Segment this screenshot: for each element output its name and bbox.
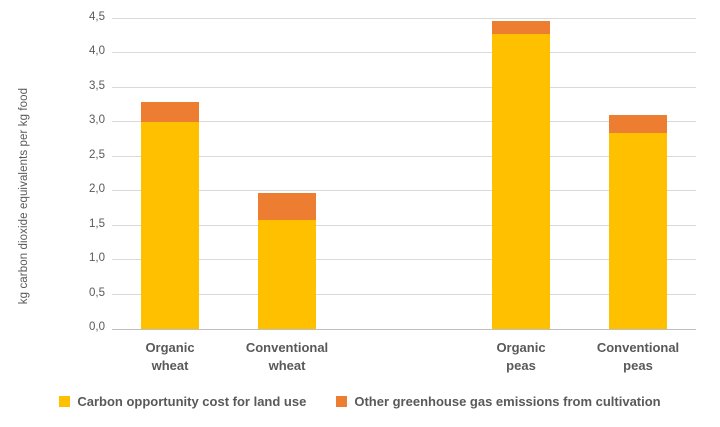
legend-swatch-yellow-icon — [59, 396, 71, 407]
gridline — [112, 52, 696, 54]
y-tick-label: 3,0 — [89, 114, 105, 127]
gridline — [112, 155, 696, 157]
legend-item-cultivation: Other greenhouse gas emissions from cult… — [336, 394, 661, 409]
y-axis-title: kg carbon dioxide equivalents per kg foo… — [18, 87, 30, 305]
bar-segment-land-use — [258, 220, 316, 329]
bar-segment-land-use — [609, 132, 667, 329]
gridline — [112, 121, 696, 123]
category-label: Conventional wheat — [245, 340, 329, 373]
y-tick-label: 0,5 — [89, 286, 105, 299]
bar-segment-cultivation — [492, 21, 550, 35]
legend-swatch-orange-icon — [336, 396, 348, 407]
gridline — [112, 293, 696, 295]
y-tick-label: 1,0 — [89, 252, 105, 265]
category-label: Conventional peas — [596, 340, 680, 373]
y-tick-label: 1,5 — [89, 217, 105, 230]
category-label: Organic wheat — [145, 340, 195, 373]
legend-item-land-use: Carbon opportunity cost for land use — [59, 394, 306, 409]
bar-segment-cultivation — [609, 115, 667, 133]
legend-label-cultivation: Other greenhouse gas emissions from cult… — [354, 394, 661, 409]
plot-area — [112, 18, 696, 330]
bar-segment-cultivation — [258, 192, 316, 221]
bar-segment-land-use — [492, 34, 550, 329]
y-tick-label: 4,5 — [89, 11, 105, 23]
gridline — [112, 259, 696, 261]
gridline — [112, 86, 696, 88]
legend-label-land-use: Carbon opportunity cost for land use — [77, 394, 307, 409]
bar-segment-cultivation — [141, 101, 199, 123]
category-label: Organic peas — [496, 340, 546, 373]
y-tick-label: 2,5 — [89, 148, 105, 161]
bar-segment-land-use — [141, 122, 199, 329]
legend: Carbon opportunity cost for land use Oth… — [0, 394, 720, 409]
y-tick-label: 2,0 — [89, 183, 105, 196]
gridline — [112, 18, 696, 19]
y-tick-label: 4,0 — [89, 45, 105, 58]
y-tick-label: 0,0 — [89, 321, 105, 333]
y-tick-label: 3,5 — [89, 79, 105, 92]
gridline — [112, 224, 696, 226]
gridline — [112, 190, 696, 192]
